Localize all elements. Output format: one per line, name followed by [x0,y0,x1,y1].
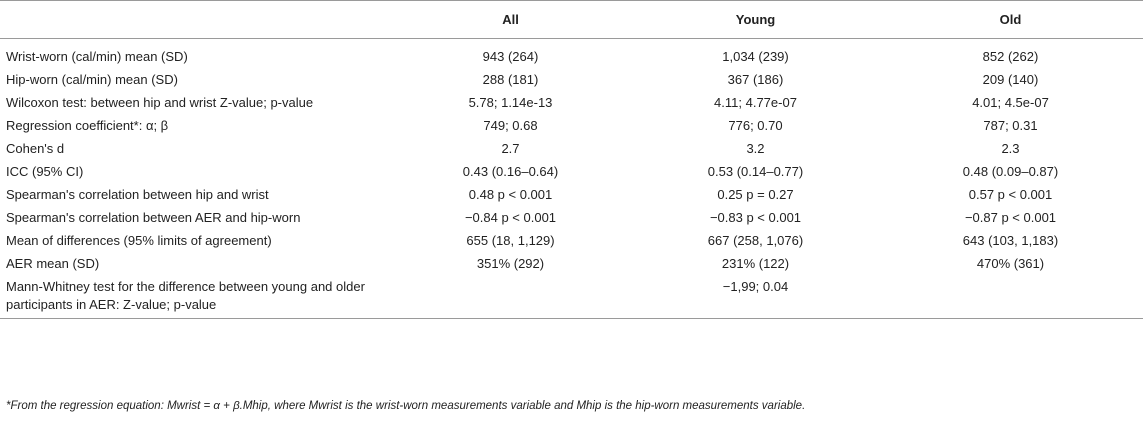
cell-old: 0.57 p < 0.001 [968,187,1053,202]
cell-all: 0.48 p < 0.001 [468,187,553,202]
table-row: Cohen's d 2.7 3.2 2.3 [0,138,1143,161]
cell-old: 0.48 (0.09–0.87) [962,164,1059,179]
header-row: All Young Old [0,0,1143,39]
row-label: Mann-Whitney test for the difference bet… [6,279,365,312]
table-row: AER mean (SD) 351% (292) 231% (122) 470%… [0,253,1143,276]
table-row: Spearman's correlation between AER and h… [0,207,1143,230]
results-table: All Young Old Wrist-worn (cal/min) mean … [0,0,1143,319]
cell-young: −1,99; 0.04 [722,279,789,294]
table-row: ICC (95% CI) 0.43 (0.16–0.64) 0.53 (0.14… [0,161,1143,184]
cell-all: −0.84 p < 0.001 [464,210,557,225]
header-all: All [502,12,519,27]
row-label: Spearman's correlation between AER and h… [6,210,301,225]
cell-all: 5.78; 1.14e-13 [468,95,553,110]
row-label: Cohen's d [6,141,65,156]
header-young: Young [735,12,776,27]
cell-old: 209 (140) [982,72,1039,87]
table-row: Mean of differences (95% limits of agree… [0,230,1143,253]
row-label: Hip-worn (cal/min) mean (SD) [6,72,178,87]
table-row: Spearman's correlation between hip and w… [0,184,1143,207]
cell-young: 4.11; 4.77e-07 [714,95,797,110]
cell-old: 852 (262) [982,49,1039,64]
cell-all [388,276,633,319]
header-old: Old [999,12,1022,27]
cell-young: 231% (122) [721,256,790,271]
row-label: ICC (95% CI) [6,164,84,179]
cell-all: 0.43 (0.16–0.64) [462,164,559,179]
cell-young: 667 (258, 1,076) [707,233,804,248]
cell-old: −0.87 p < 0.001 [964,210,1057,225]
row-label: AER mean (SD) [6,256,100,271]
cell-old: 4.01; 4.5e-07 [972,95,1049,110]
cell-all: 655 (18, 1,129) [466,233,555,248]
cell-young: 0.53 (0.14–0.77) [707,164,804,179]
cell-old: 470% (361) [976,256,1045,271]
cell-young: 3.2 [746,141,765,156]
table-row: Wilcoxon test: between hip and wrist Z-v… [0,92,1143,115]
row-label: Wilcoxon test: between hip and wrist Z-v… [6,95,314,110]
cell-all: 288 (181) [482,72,539,87]
table-row: Mann-Whitney test for the difference bet… [0,276,1143,319]
cell-all: 749; 0.68 [483,118,538,133]
table-footnote: *From the regression equation: Mwrist = … [6,400,806,412]
cell-old: 643 (103, 1,183) [962,233,1059,248]
cell-all: 351% (292) [476,256,545,271]
cell-young: 0.25 p = 0.27 [717,187,794,202]
table-row: Regression coefficient*: α; β 749; 0.68 … [0,115,1143,138]
cell-young: 367 (186) [727,72,784,87]
cell-all: 943 (264) [482,49,539,64]
cell-old [878,276,1143,319]
table-row: Wrist-worn (cal/min) mean (SD) 943 (264)… [0,39,1143,70]
header-blank [0,1,388,39]
row-label: Spearman's correlation between hip and w… [6,187,269,202]
cell-old: 2.3 [1001,141,1020,156]
cell-young: 776; 0.70 [728,118,783,133]
row-label: Wrist-worn (cal/min) mean (SD) [6,49,188,64]
table-row: Hip-worn (cal/min) mean (SD) 288 (181) 3… [0,69,1143,92]
row-label: Mean of differences (95% limits of agree… [6,233,272,248]
row-label: Regression coefficient*: α; β [6,118,169,133]
cell-all: 2.7 [501,141,520,156]
cell-young: 1,034 (239) [722,49,789,64]
cell-old: 787; 0.31 [983,118,1038,133]
cell-young: −0.83 p < 0.001 [709,210,802,225]
